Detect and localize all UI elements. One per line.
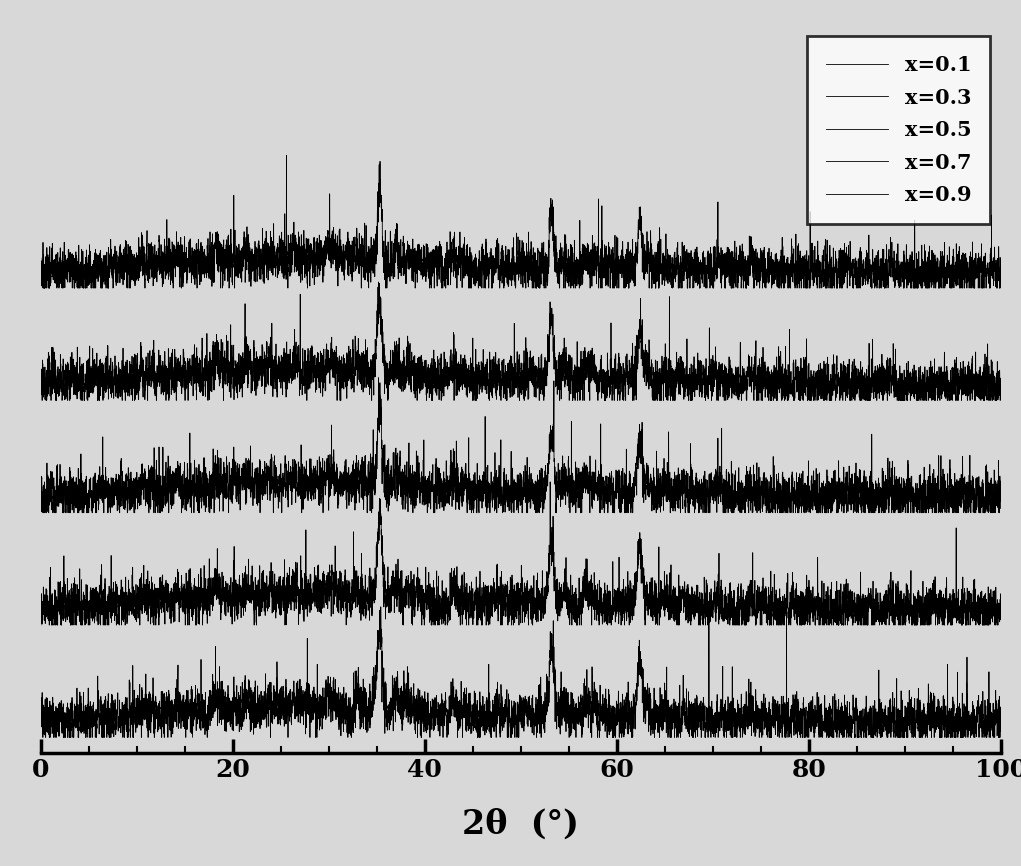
- Legend: x=0.1, x=0.3, x=0.5, x=0.7, x=0.9: x=0.1, x=0.3, x=0.5, x=0.7, x=0.9: [807, 36, 990, 224]
- X-axis label: 2θ  (°): 2θ (°): [463, 807, 579, 840]
